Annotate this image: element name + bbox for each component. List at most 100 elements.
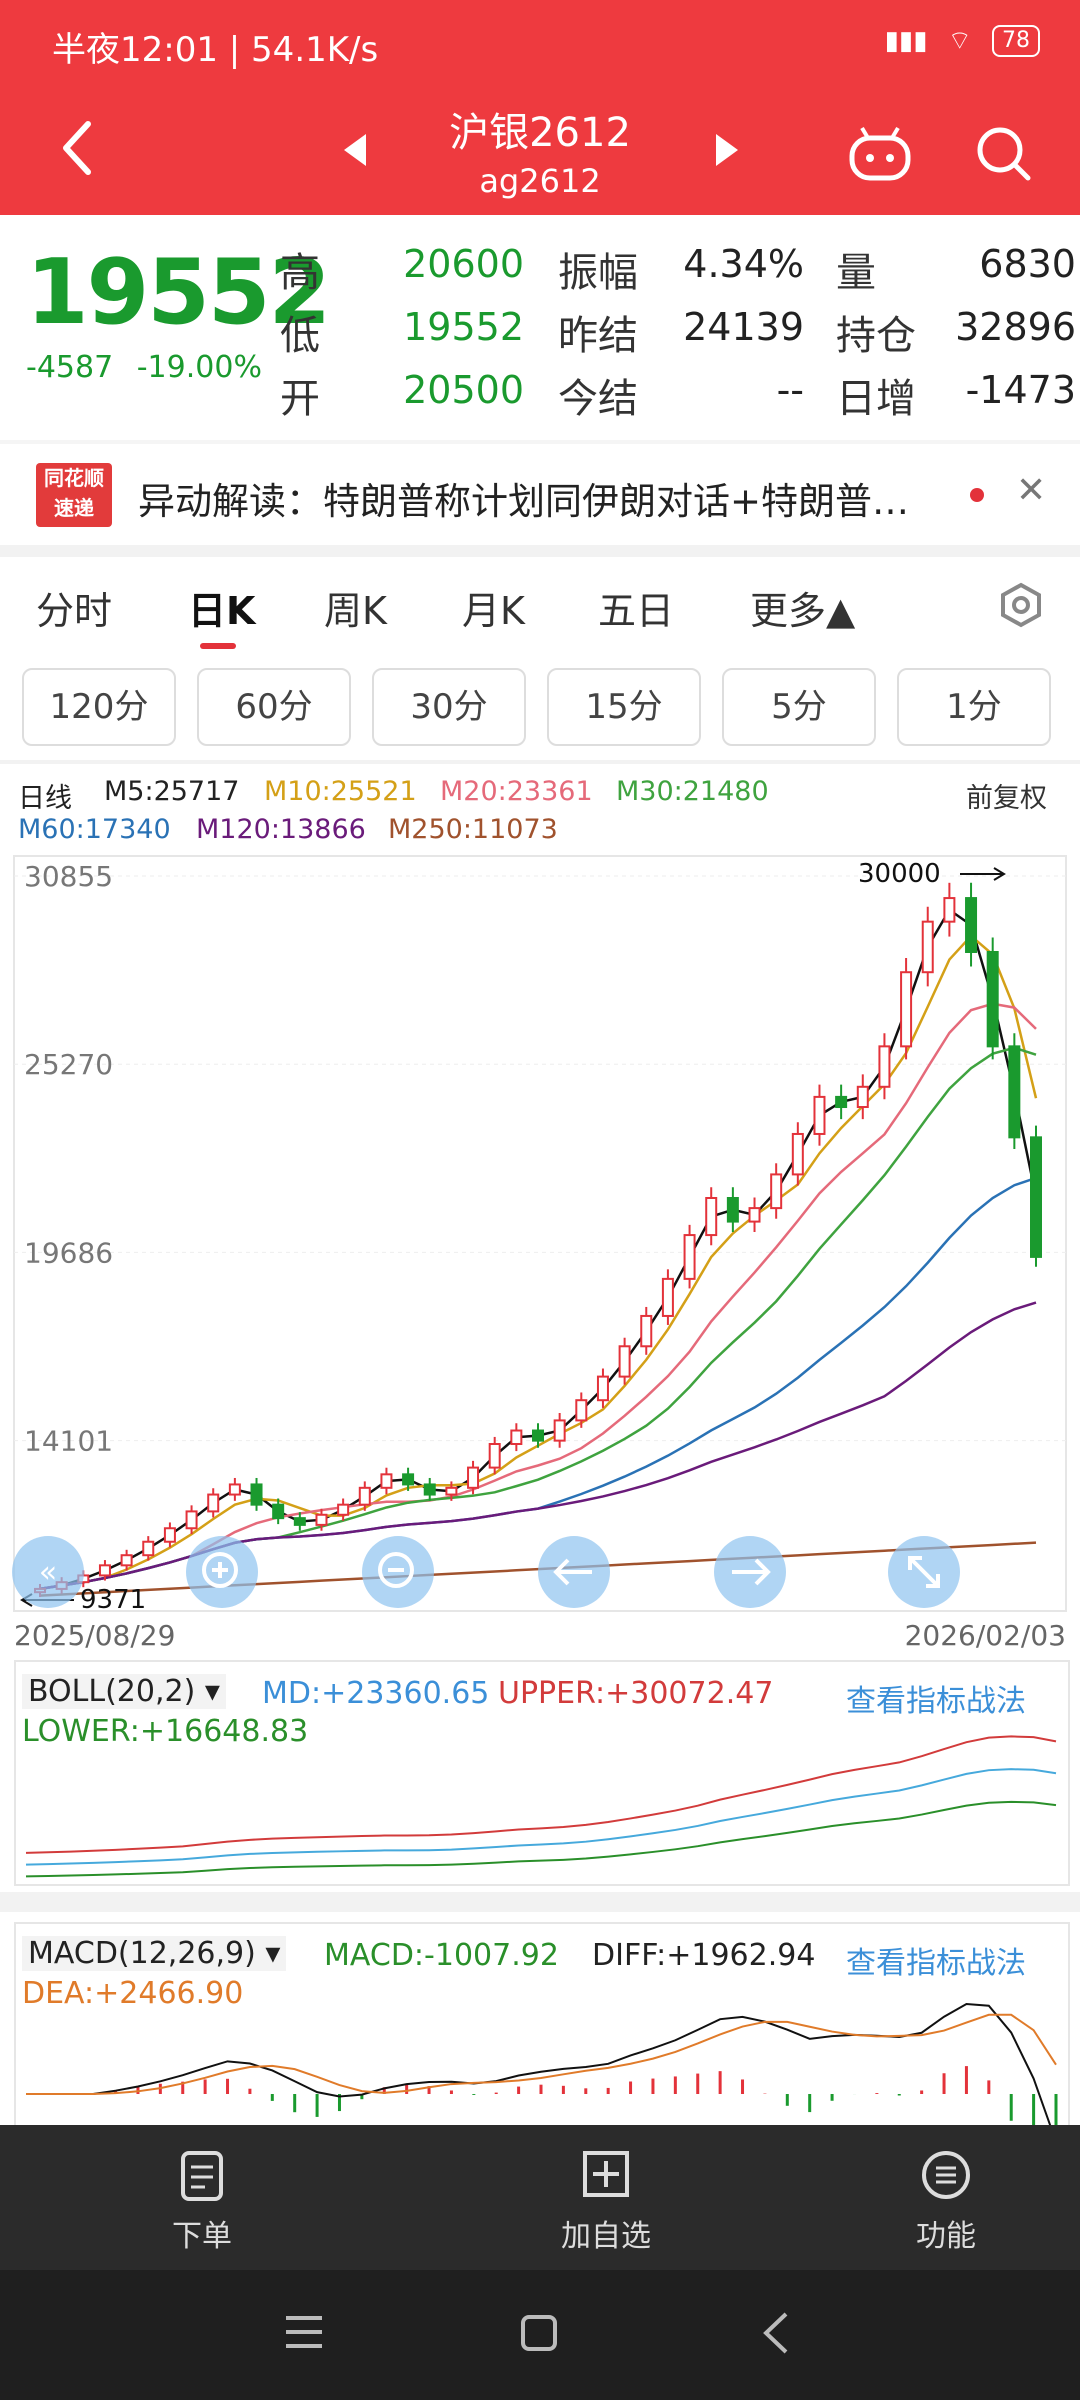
candle-body	[1030, 1136, 1042, 1258]
kline-chart[interactable]: 30855 25270 19686 14101 30000 9371 2025/08/…	[0, 850, 1080, 1670]
candle-body	[726, 1196, 739, 1223]
y-tick-label: 19686	[24, 1236, 113, 1269]
section-divider	[0, 545, 1080, 557]
battery-icon: 78	[992, 24, 1040, 57]
boll-strategy-link[interactable]: 查看指标战法	[846, 1684, 1026, 1719]
search-icon[interactable]	[974, 124, 1034, 184]
system-nav-bar	[0, 2270, 1080, 2400]
tab-more[interactable]: 更多▲	[750, 589, 856, 633]
candle-body	[98, 1564, 111, 1577]
candle-body	[272, 1503, 285, 1520]
price-change: -4587 -19.00%	[26, 350, 262, 385]
close-icon[interactable]: ✕	[1016, 470, 1047, 511]
prev-settle-label: 昨结	[558, 313, 638, 359]
candle-body	[423, 1483, 436, 1496]
macd-strategy-link[interactable]: 查看指标战法	[846, 1946, 1026, 1981]
candle-body	[228, 1483, 241, 1496]
tab-five-day[interactable]: 五日	[598, 589, 675, 633]
tab-timeshare[interactable]: 分时	[36, 589, 113, 633]
back-arrow-icon[interactable]	[58, 118, 98, 178]
scroll-left-icon[interactable]	[538, 1536, 610, 1608]
candle-body	[467, 1466, 480, 1489]
settings-hex-icon[interactable]	[998, 582, 1044, 628]
news-logo: 同花顺 速递	[36, 463, 112, 527]
divider	[0, 440, 1080, 444]
interval-120[interactable]: 120分	[22, 668, 176, 746]
function-button[interactable]: 功能	[846, 2149, 1046, 2255]
news-banner[interactable]: 同花顺 速递 异动解读：特朗普称计划同伊朗对话+特朗普…	[0, 445, 1080, 545]
ma10-line	[39, 934, 1038, 1591]
x-start-label: 2025/08/29	[14, 1619, 175, 1652]
volume-value: 6830	[979, 242, 1076, 286]
scroll-right-icon[interactable]	[714, 1536, 786, 1608]
candle-body	[943, 897, 956, 923]
candle-body	[337, 1503, 350, 1516]
oi-change-label: 日增	[836, 376, 916, 422]
recent-apps-icon[interactable]	[284, 2314, 324, 2350]
contract-code: ag2612	[479, 162, 601, 200]
bottom-action-bar: 下单 加自选 功能	[0, 2125, 1080, 2270]
candle-body	[163, 1527, 176, 1543]
macd-histogram	[114, 2066, 1058, 2127]
candle-body	[900, 971, 913, 1048]
add-watchlist-button[interactable]: 加自选	[506, 2149, 706, 2255]
candle-body	[748, 1207, 761, 1223]
tab-monthly-k[interactable]: 月K	[462, 589, 525, 633]
high-annotation: 30000	[858, 859, 941, 889]
interval-1[interactable]: 1分	[897, 668, 1051, 746]
legend-m10: M10:25521	[264, 776, 417, 807]
amplitude-label: 振幅	[558, 250, 638, 296]
next-contract-icon[interactable]	[714, 132, 740, 168]
candle-body	[640, 1314, 653, 1348]
zoom-in-icon[interactable]	[186, 1536, 258, 1608]
home-icon[interactable]	[520, 2314, 558, 2352]
back-nav-icon[interactable]	[760, 2310, 790, 2356]
interval-5[interactable]: 5分	[722, 668, 876, 746]
macd-dea: DEA:+2466.90	[22, 1976, 244, 2011]
boll-selector[interactable]: BOLL(20,2) ▾	[22, 1674, 226, 1709]
macd-chart	[26, 2002, 1058, 2127]
fullscreen-icon[interactable]	[888, 1536, 960, 1608]
robot-assistant-icon[interactable]	[848, 124, 912, 184]
legend-m250: M250:11073	[388, 814, 558, 845]
chart-grid	[14, 875, 1066, 1442]
legend-m20: M20:23361	[440, 776, 593, 807]
chart-frame	[13, 855, 1067, 1612]
news-headline[interactable]: 异动解读：特朗普称计划同伊朗对话+特朗普…	[138, 480, 910, 523]
candle-body	[315, 1513, 328, 1526]
ma5-line	[39, 908, 1038, 1591]
prev-contract-icon[interactable]	[342, 132, 368, 168]
order-button[interactable]: 下单	[102, 2149, 302, 2255]
interval-60[interactable]: 60分	[197, 668, 351, 746]
oi-change-value: -1473	[965, 368, 1076, 412]
tab-daily-k[interactable]: 日K	[188, 589, 256, 633]
candle-body	[120, 1554, 133, 1567]
legend-m120: M120:13866	[196, 814, 366, 845]
divider	[0, 760, 1080, 764]
change-percent: -19.00%	[136, 350, 262, 385]
candle-body	[293, 1517, 306, 1526]
candle-body	[683, 1234, 696, 1280]
status-time: 半夜12:01 | 54.1K/s	[52, 30, 379, 70]
candle-body	[1008, 1045, 1021, 1139]
boll-upper: UPPER:+30072.47	[498, 1676, 774, 1711]
zoom-out-icon[interactable]	[362, 1536, 434, 1608]
prev-settle-value: 24139	[683, 305, 804, 349]
macd-diff: DIFF:+1962.94	[592, 1938, 816, 1973]
interval-30[interactable]: 30分	[372, 668, 526, 746]
interval-15[interactable]: 15分	[547, 668, 701, 746]
boll-panel	[14, 1660, 1070, 1886]
adjust-mode[interactable]: 前复权	[966, 783, 1047, 814]
legend-m60: M60:17340	[18, 814, 171, 845]
oi-label: 持仓	[836, 313, 916, 359]
change-value: -4587	[26, 350, 114, 385]
candle-body	[575, 1399, 588, 1422]
y-tick-label: 25270	[24, 1048, 113, 1081]
tab-weekly-k[interactable]: 周K	[324, 589, 387, 633]
macd-selector[interactable]: MACD(12,26,9) ▾	[22, 1936, 287, 1971]
order-icon	[181, 2151, 223, 2201]
candle-body	[380, 1473, 393, 1489]
expand-left-icon[interactable]: «	[12, 1536, 84, 1608]
signal-icon: ▮▮▮	[884, 25, 928, 56]
candle-body	[791, 1132, 804, 1176]
